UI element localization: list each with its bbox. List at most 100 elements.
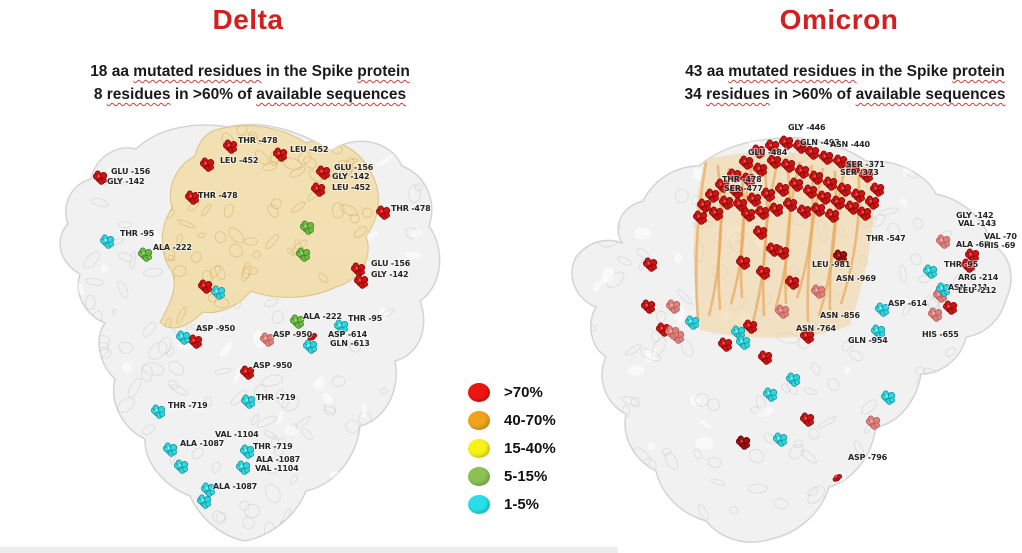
residue-label: GLU -156	[334, 163, 374, 172]
residue-label: THR -719	[168, 401, 208, 410]
residue-marker	[333, 319, 349, 334]
residue-label: GLY -142	[107, 177, 144, 186]
residue-label: ALA -1087	[256, 455, 300, 464]
residue-marker	[714, 178, 730, 193]
legend-color-dot	[468, 382, 490, 402]
bottom-strip	[0, 547, 618, 553]
residue-marker	[184, 190, 200, 205]
residue-marker	[836, 182, 852, 197]
residue-marker	[642, 257, 658, 272]
residue-marker	[802, 184, 818, 199]
residue-marker	[810, 202, 826, 217]
residue-marker	[757, 350, 773, 365]
residue-marker	[774, 245, 790, 260]
residue-marker	[735, 335, 751, 350]
subtitle-text: available sequences	[855, 86, 1006, 103]
residue-marker	[640, 299, 656, 314]
residue-marker	[239, 365, 255, 380]
delta-subtitle-line-2: 8 residues in >60% of available sequence…	[20, 83, 480, 106]
legend-color-dot	[468, 494, 490, 514]
residue-label: GLN -613	[330, 339, 370, 348]
residue-marker	[799, 329, 815, 344]
legend-label: 1-5%	[504, 495, 540, 513]
residue-marker	[822, 176, 838, 191]
residue-label: ASP -614	[328, 330, 368, 339]
subtitle-text: 43 aa	[685, 63, 729, 80]
subtitle-text: 18 aa	[90, 63, 134, 80]
residue-marker	[832, 154, 848, 169]
residue-marker	[197, 279, 213, 294]
residue-marker	[718, 195, 734, 210]
omicron-fiber-strand	[839, 164, 861, 305]
subtitle-text: in the Spike	[856, 63, 953, 80]
subtitle-text: protein	[357, 63, 410, 80]
residue-marker	[804, 145, 820, 160]
legend-item: 5-15%	[468, 466, 556, 486]
residue-marker	[289, 314, 305, 329]
omicron-title: Omicron	[779, 4, 899, 35]
residue-marker	[665, 299, 681, 314]
residue-marker	[137, 247, 153, 262]
residue-marker	[173, 459, 189, 474]
residue-marker	[746, 192, 762, 207]
residue-marker	[774, 304, 790, 319]
residue-marker	[735, 255, 751, 270]
residue-marker	[199, 157, 215, 172]
residue-label: THR -719	[256, 393, 296, 402]
residue-label: ASN -764	[796, 324, 836, 333]
residue-marker	[162, 442, 178, 457]
legend-label: 40-70%	[504, 411, 556, 429]
residue-marker	[704, 188, 720, 203]
legend-label: >70%	[504, 383, 543, 401]
residue-label: VAL -1104	[255, 464, 299, 473]
residue-marker	[302, 339, 318, 354]
omicron-subtitle-line-2: 34 residues in >60% of available sequenc…	[620, 83, 1022, 106]
residue-marker	[684, 315, 700, 330]
residue-marker	[796, 204, 812, 219]
residue-marker	[375, 205, 391, 220]
subtitle-text: mutated residues	[133, 63, 262, 80]
residue-label: ASN -211	[948, 283, 988, 292]
delta-title: Delta	[212, 4, 284, 35]
residue-marker	[235, 460, 251, 475]
residue-label: LEU -452	[332, 183, 370, 192]
residue-label: LEU -981	[812, 260, 851, 269]
residue-marker	[832, 473, 843, 482]
residue-label: LEU -452	[220, 156, 258, 165]
subtitle-text: protein	[952, 63, 1005, 80]
residue-label: THR -95	[120, 229, 155, 238]
residue-marker	[785, 372, 801, 387]
residue-marker	[927, 307, 943, 322]
residue-label: THR -95	[944, 260, 979, 269]
residue-marker	[708, 206, 724, 221]
residue-marker	[856, 206, 872, 221]
subtitle-text: residues	[706, 86, 770, 103]
residue-label: GLY -142	[956, 211, 993, 220]
residue-marker	[754, 205, 770, 220]
delta-subtitle-line-1: 18 aa mutated residues in the Spike prot…	[20, 60, 480, 83]
residue-label: VAL -70	[984, 232, 1017, 241]
residue-marker	[196, 494, 212, 509]
legend-item: 15-40%	[468, 438, 556, 458]
residue-marker	[350, 262, 366, 277]
residue-label: GLN -954	[848, 336, 888, 345]
residue-marker	[922, 264, 938, 279]
legend-color-dot	[468, 466, 490, 486]
residue-marker	[740, 172, 756, 187]
residue-marker	[200, 482, 216, 497]
residue-marker	[869, 182, 885, 197]
residue-label: ASN -440	[830, 140, 870, 149]
residue-label: SER -477	[724, 184, 763, 193]
omicron-fiber-strand	[761, 167, 778, 317]
residue-label: GLU -484	[748, 148, 788, 157]
legend-label: 5-15%	[504, 467, 548, 485]
residue-label: SER -371	[846, 160, 885, 169]
residue-marker	[760, 187, 776, 202]
residue-label: THR -478	[722, 175, 762, 184]
delta-subtitle: 18 aa mutated residues in the Spike prot…	[20, 60, 480, 106]
residue-marker	[788, 177, 804, 192]
residue-label: THR -547	[866, 234, 906, 243]
